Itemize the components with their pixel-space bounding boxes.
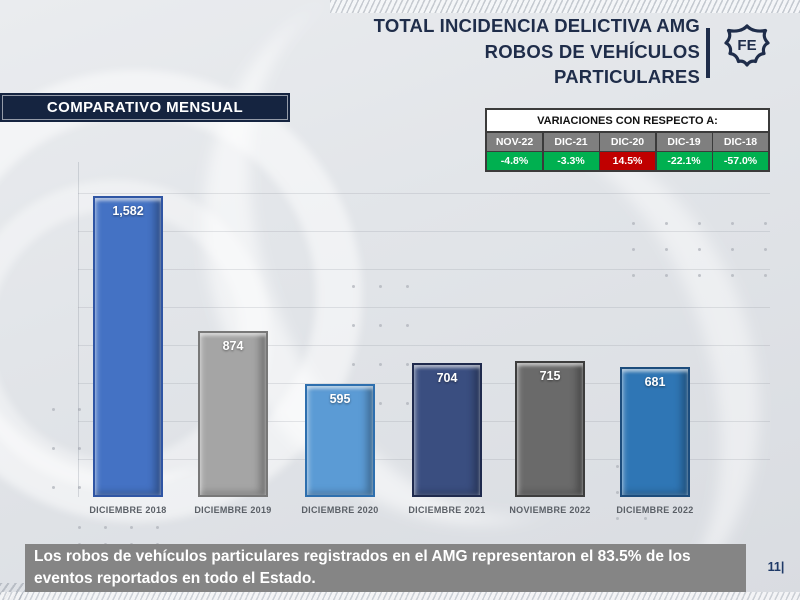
bar-value-label: 874 (222, 339, 244, 353)
gridline (78, 269, 770, 270)
bar-value-label: 704 (436, 371, 458, 385)
bar-diciembre-2021: 704 (412, 363, 482, 497)
bar-diciembre-2020: 595 (305, 384, 375, 497)
bar-diciembre-2018: 1,582 (93, 196, 163, 497)
variation-period-2: DIC-20 (600, 132, 655, 151)
fe-logo-text: FE (737, 37, 756, 54)
category-label: DICIEMBRE 2018 (89, 505, 167, 515)
bar-value-label: 681 (644, 375, 666, 389)
category-label: DICIEMBRE 2019 (194, 505, 272, 515)
bar-value-label: 595 (329, 392, 351, 406)
bar-diciembre-2022: 681 (620, 367, 690, 497)
gridline (78, 307, 770, 308)
category-label: DICIEMBRE 2021 (408, 505, 486, 515)
bar-noviembre-2022: 715 (515, 361, 585, 497)
variations-table: VARIACIONES CON RESPECTO A: NOV-22 DIC-21… (485, 108, 770, 172)
category-label: NOVIEMBRE 2022 (509, 505, 591, 515)
variation-period-3: DIC-19 (656, 132, 712, 151)
bottom-stripes-decoration (0, 592, 800, 600)
title-line-2: ROBOS DE VEHÍCULOS PARTICULARES (484, 40, 700, 88)
variation-period-4: DIC-18 (713, 132, 768, 151)
title-line-1: TOTAL INCIDENCIA DELICTIVA AMG (373, 15, 700, 36)
title-divider (706, 28, 710, 78)
bar-value-label: 715 (539, 369, 561, 383)
variation-value-3: -22.1% (656, 152, 712, 170)
y-axis-line (78, 162, 79, 497)
section-banner: COMPARATIVO MENSUAL (0, 93, 290, 122)
variations-table-title: VARIACIONES CON RESPECTO A: (487, 110, 768, 131)
variation-value-2: 14.5% (600, 152, 655, 170)
variation-period-0: NOV-22 (487, 132, 542, 151)
variation-value-0: -4.8% (487, 152, 542, 170)
bar-value-label: 1,582 (112, 204, 144, 218)
variation-value-4: -57.0% (713, 152, 768, 170)
slide-title: TOTAL INCIDENCIA DELICTIVA AMG ROBOS DE … (338, 13, 700, 90)
summary-bar: Los robos de vehículos particulares regi… (25, 544, 746, 592)
variation-period-1: DIC-21 (543, 132, 599, 151)
category-label: DICIEMBRE 2020 (301, 505, 379, 515)
fe-logo-icon: FE (724, 24, 770, 67)
bar-diciembre-2019: 874 (198, 331, 268, 497)
gridline (78, 231, 770, 232)
gridline (78, 193, 770, 194)
top-stripes-decoration (330, 0, 800, 13)
variation-value-1: -3.3% (543, 152, 599, 170)
gridline (78, 345, 770, 346)
page-number: 11| (767, 560, 785, 574)
summary-text: Los robos de vehículos particulares regi… (34, 547, 691, 587)
category-label: DICIEMBRE 2022 (616, 505, 694, 515)
